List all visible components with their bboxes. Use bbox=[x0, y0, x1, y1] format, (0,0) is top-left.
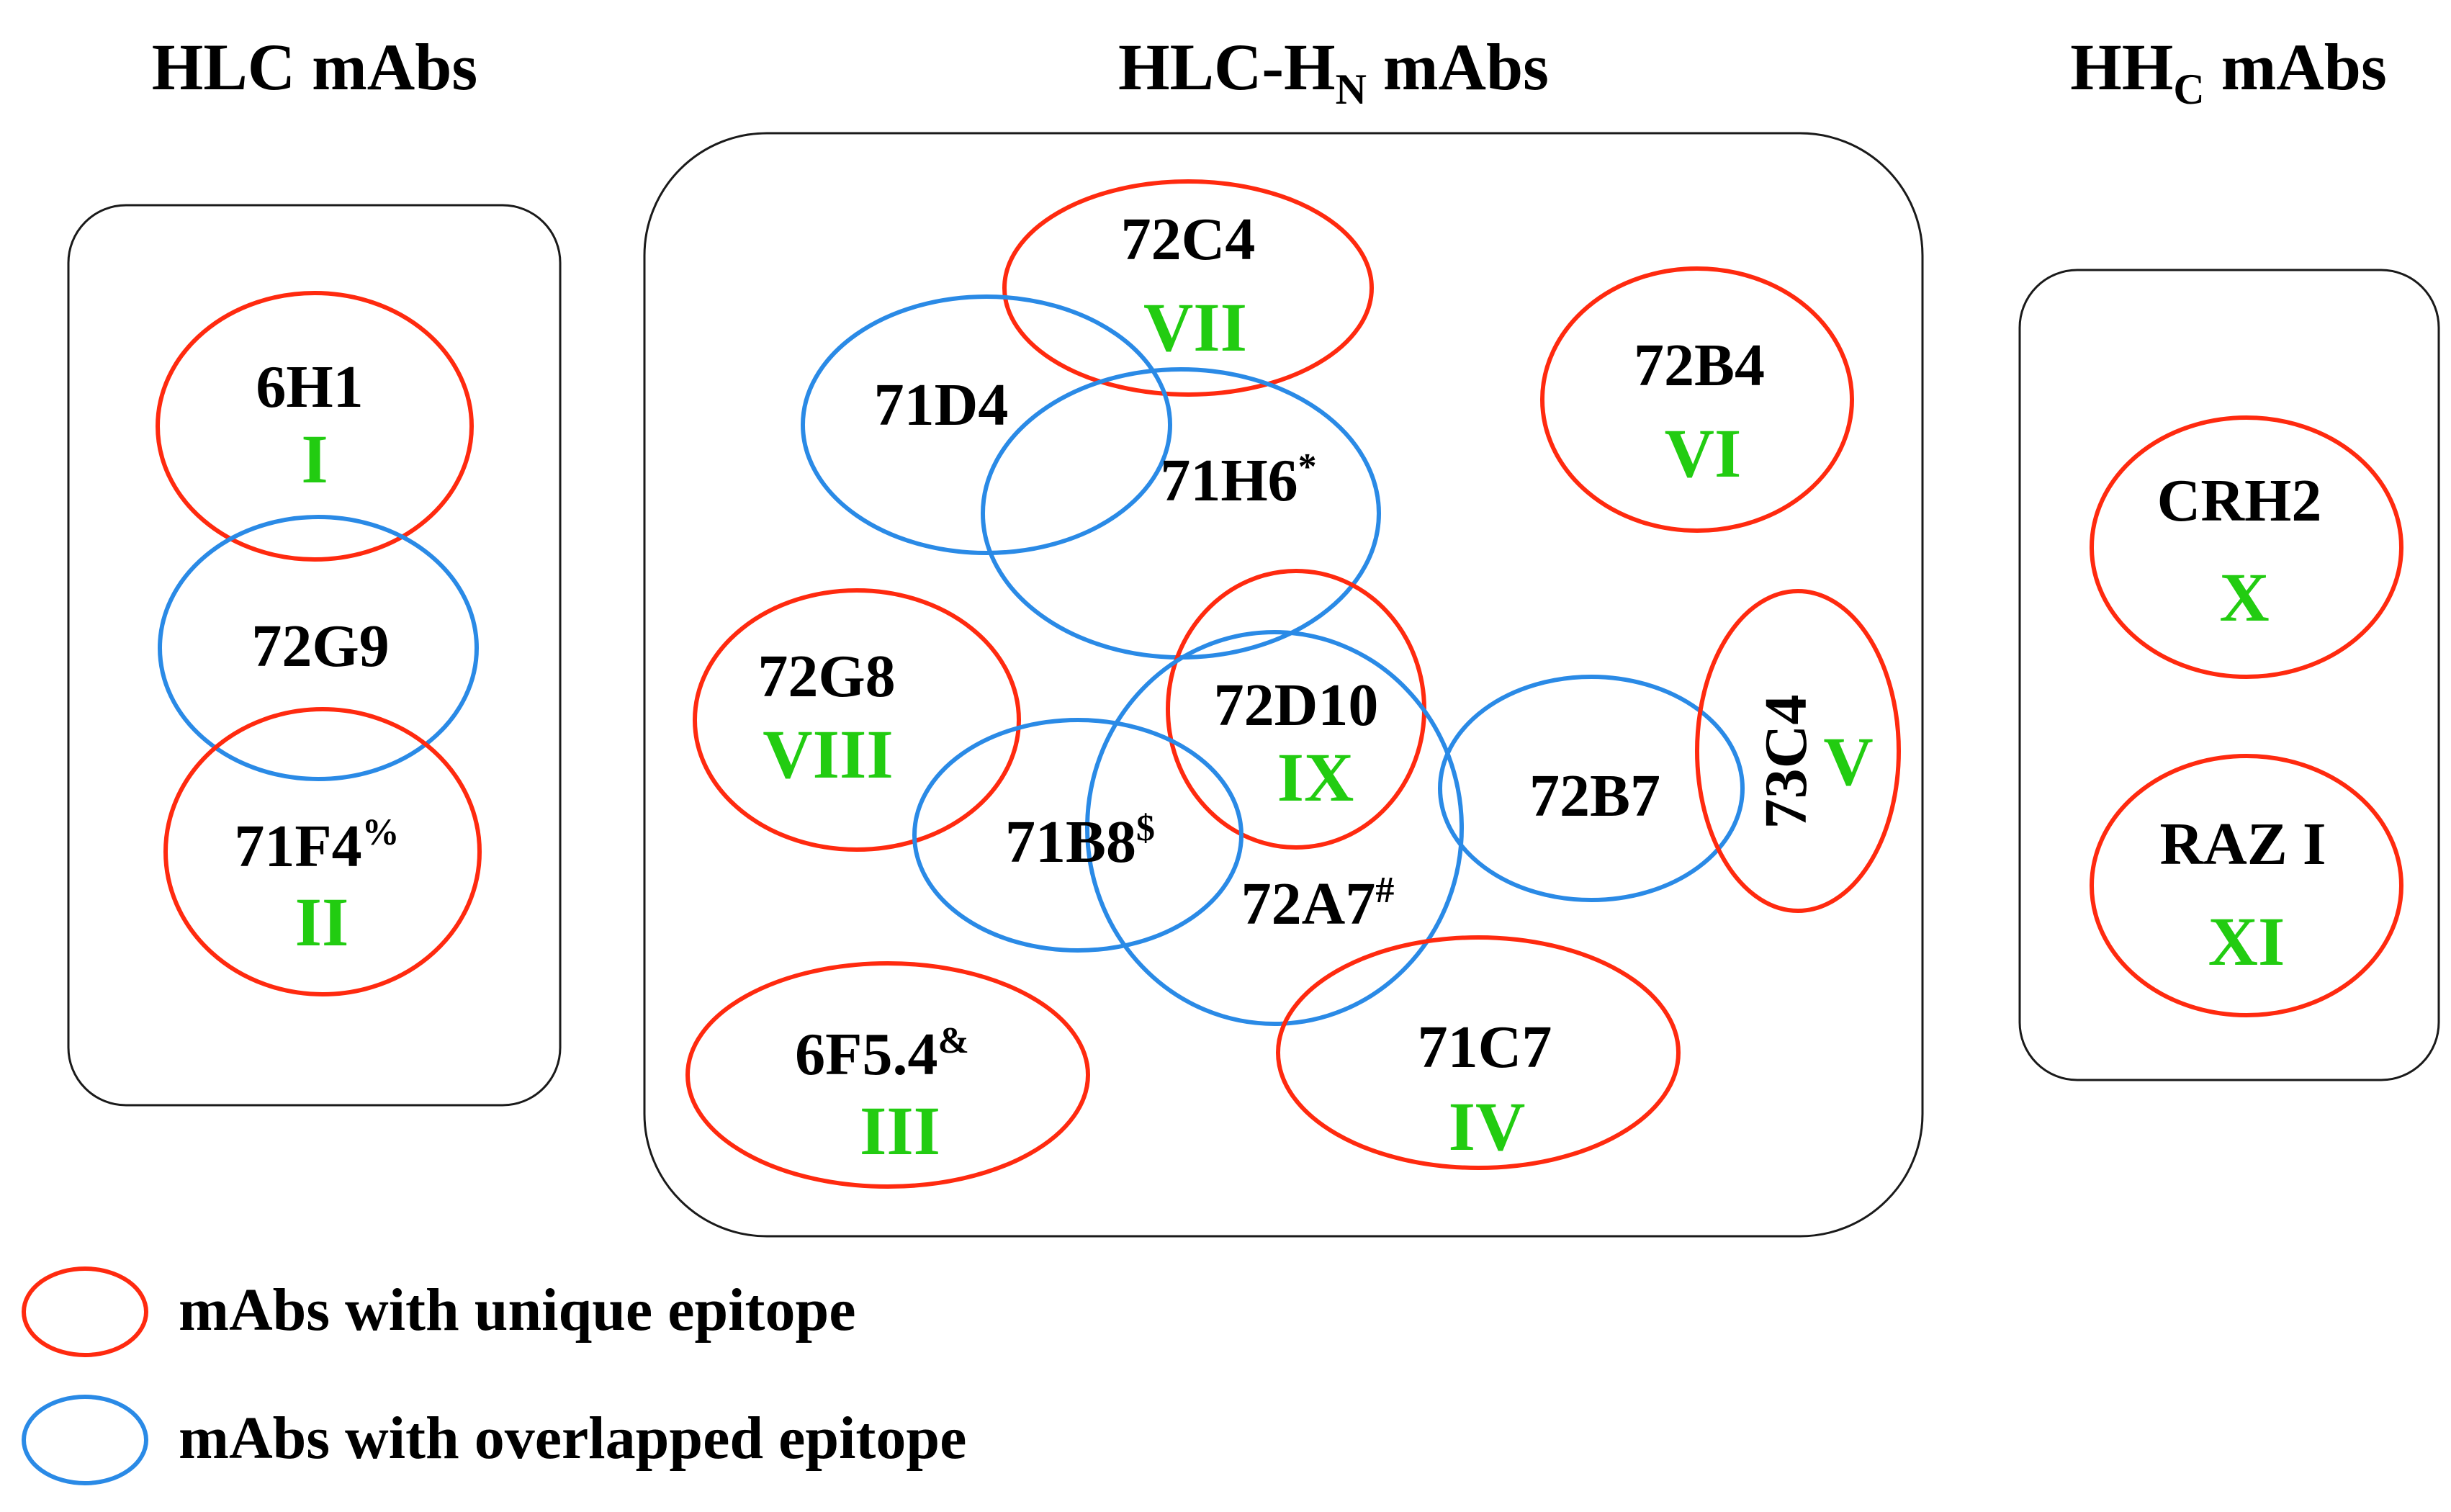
ellipse-6f54 bbox=[685, 961, 1090, 1189]
epitope-label-vi: VI bbox=[1665, 415, 1742, 492]
mab-label-72a7: 72A7# bbox=[1241, 870, 1395, 937]
mab-label-73c4: 73C4 bbox=[1753, 695, 1820, 829]
panel-hlc bbox=[67, 204, 562, 1107]
ellipse-71d4 bbox=[801, 294, 1172, 555]
panel-hlc-hn bbox=[643, 132, 1924, 1238]
epitope-label-ix: IX bbox=[1277, 739, 1354, 816]
ellipse-72a7 bbox=[1085, 630, 1464, 1026]
mab-label-72c4: 72C4 bbox=[1121, 206, 1256, 273]
ellipse-71c7 bbox=[1276, 935, 1681, 1170]
ellipse-71b8 bbox=[912, 718, 1244, 953]
mab-label-72d10: 72D10 bbox=[1214, 672, 1379, 739]
mab-label-72g9: 72G9 bbox=[251, 613, 389, 680]
footnote-mark-72a7: # bbox=[1375, 870, 1394, 911]
ellipse-6h1 bbox=[156, 291, 474, 562]
mab-label-razi: RAZ I bbox=[2159, 811, 2326, 878]
mab-label-72b7: 72B7 bbox=[1529, 762, 1660, 829]
panel-title-hlc-hn-subscript: N bbox=[1336, 66, 1367, 113]
panel-title-hlc: HLC mAbs bbox=[152, 30, 477, 104]
mab-label-71b8: 71B8$ bbox=[1005, 808, 1155, 876]
ellipse-crh2 bbox=[2090, 415, 2403, 679]
footnote-mark-6f54: & bbox=[937, 1020, 968, 1061]
legend-overlapped-swatch bbox=[22, 1395, 148, 1485]
legend-unique-label: mAbs with unique epitope bbox=[179, 1277, 856, 1344]
mab-label-71c7: 71C7 bbox=[1418, 1014, 1552, 1081]
mab-label-crh2: CRH2 bbox=[2157, 467, 2322, 534]
legend-unique-swatch bbox=[22, 1266, 148, 1357]
epitope-label-vii: VII bbox=[1143, 289, 1247, 366]
epitope-label-iii: III bbox=[860, 1092, 940, 1169]
mab-label-71d4: 71D4 bbox=[874, 372, 1009, 438]
epitope-label-xi: XI bbox=[2208, 903, 2285, 980]
mab-label-71f4: 71F4% bbox=[234, 812, 399, 880]
ellipse-72c4 bbox=[1002, 179, 1374, 397]
epitope-label-v: V bbox=[1823, 723, 1873, 800]
mab-label-72g8: 72G8 bbox=[757, 643, 895, 710]
epitope-label-viii: VIII bbox=[763, 716, 893, 793]
mab-label-6h1: 6H1 bbox=[256, 354, 363, 420]
panel-hhc bbox=[2018, 269, 2440, 1081]
ellipse-72b7 bbox=[1438, 675, 1745, 902]
footnote-mark-71b8: $ bbox=[1136, 808, 1155, 849]
panel-title-hhc-subscript: C bbox=[2173, 66, 2204, 113]
ellipse-72b4 bbox=[1540, 266, 1854, 533]
ellipse-72g9 bbox=[158, 515, 479, 781]
mab-label-71h6: 71H6* bbox=[1160, 446, 1316, 514]
epitope-label-x: X bbox=[2219, 559, 2269, 636]
panel-title-hhc: HHC mAbs bbox=[2070, 30, 2387, 113]
ellipse-73c4 bbox=[1695, 589, 1901, 913]
epitope-label-i: I bbox=[301, 420, 328, 498]
ellipse-72g8 bbox=[693, 588, 1021, 852]
footnote-mark-71h6: * bbox=[1298, 446, 1317, 487]
mab-label-6f54: 6F5.4& bbox=[795, 1020, 969, 1088]
ellipse-71f4 bbox=[163, 707, 482, 996]
legend-overlapped-label: mAbs with overlapped epitope bbox=[179, 1405, 966, 1472]
epitope-label-ii: II bbox=[295, 883, 349, 960]
ellipse-razi bbox=[2090, 754, 2403, 1017]
footnote-mark-71f4: % bbox=[362, 812, 400, 853]
panel-title-hlc-hn: HLC-HN mAbs bbox=[1118, 30, 1549, 113]
epitope-label-iv: IV bbox=[1449, 1088, 1526, 1165]
legend: mAbs with unique epitope mAbs with overl… bbox=[22, 1266, 966, 1485]
mab-label-72b4: 72B4 bbox=[1634, 332, 1765, 399]
